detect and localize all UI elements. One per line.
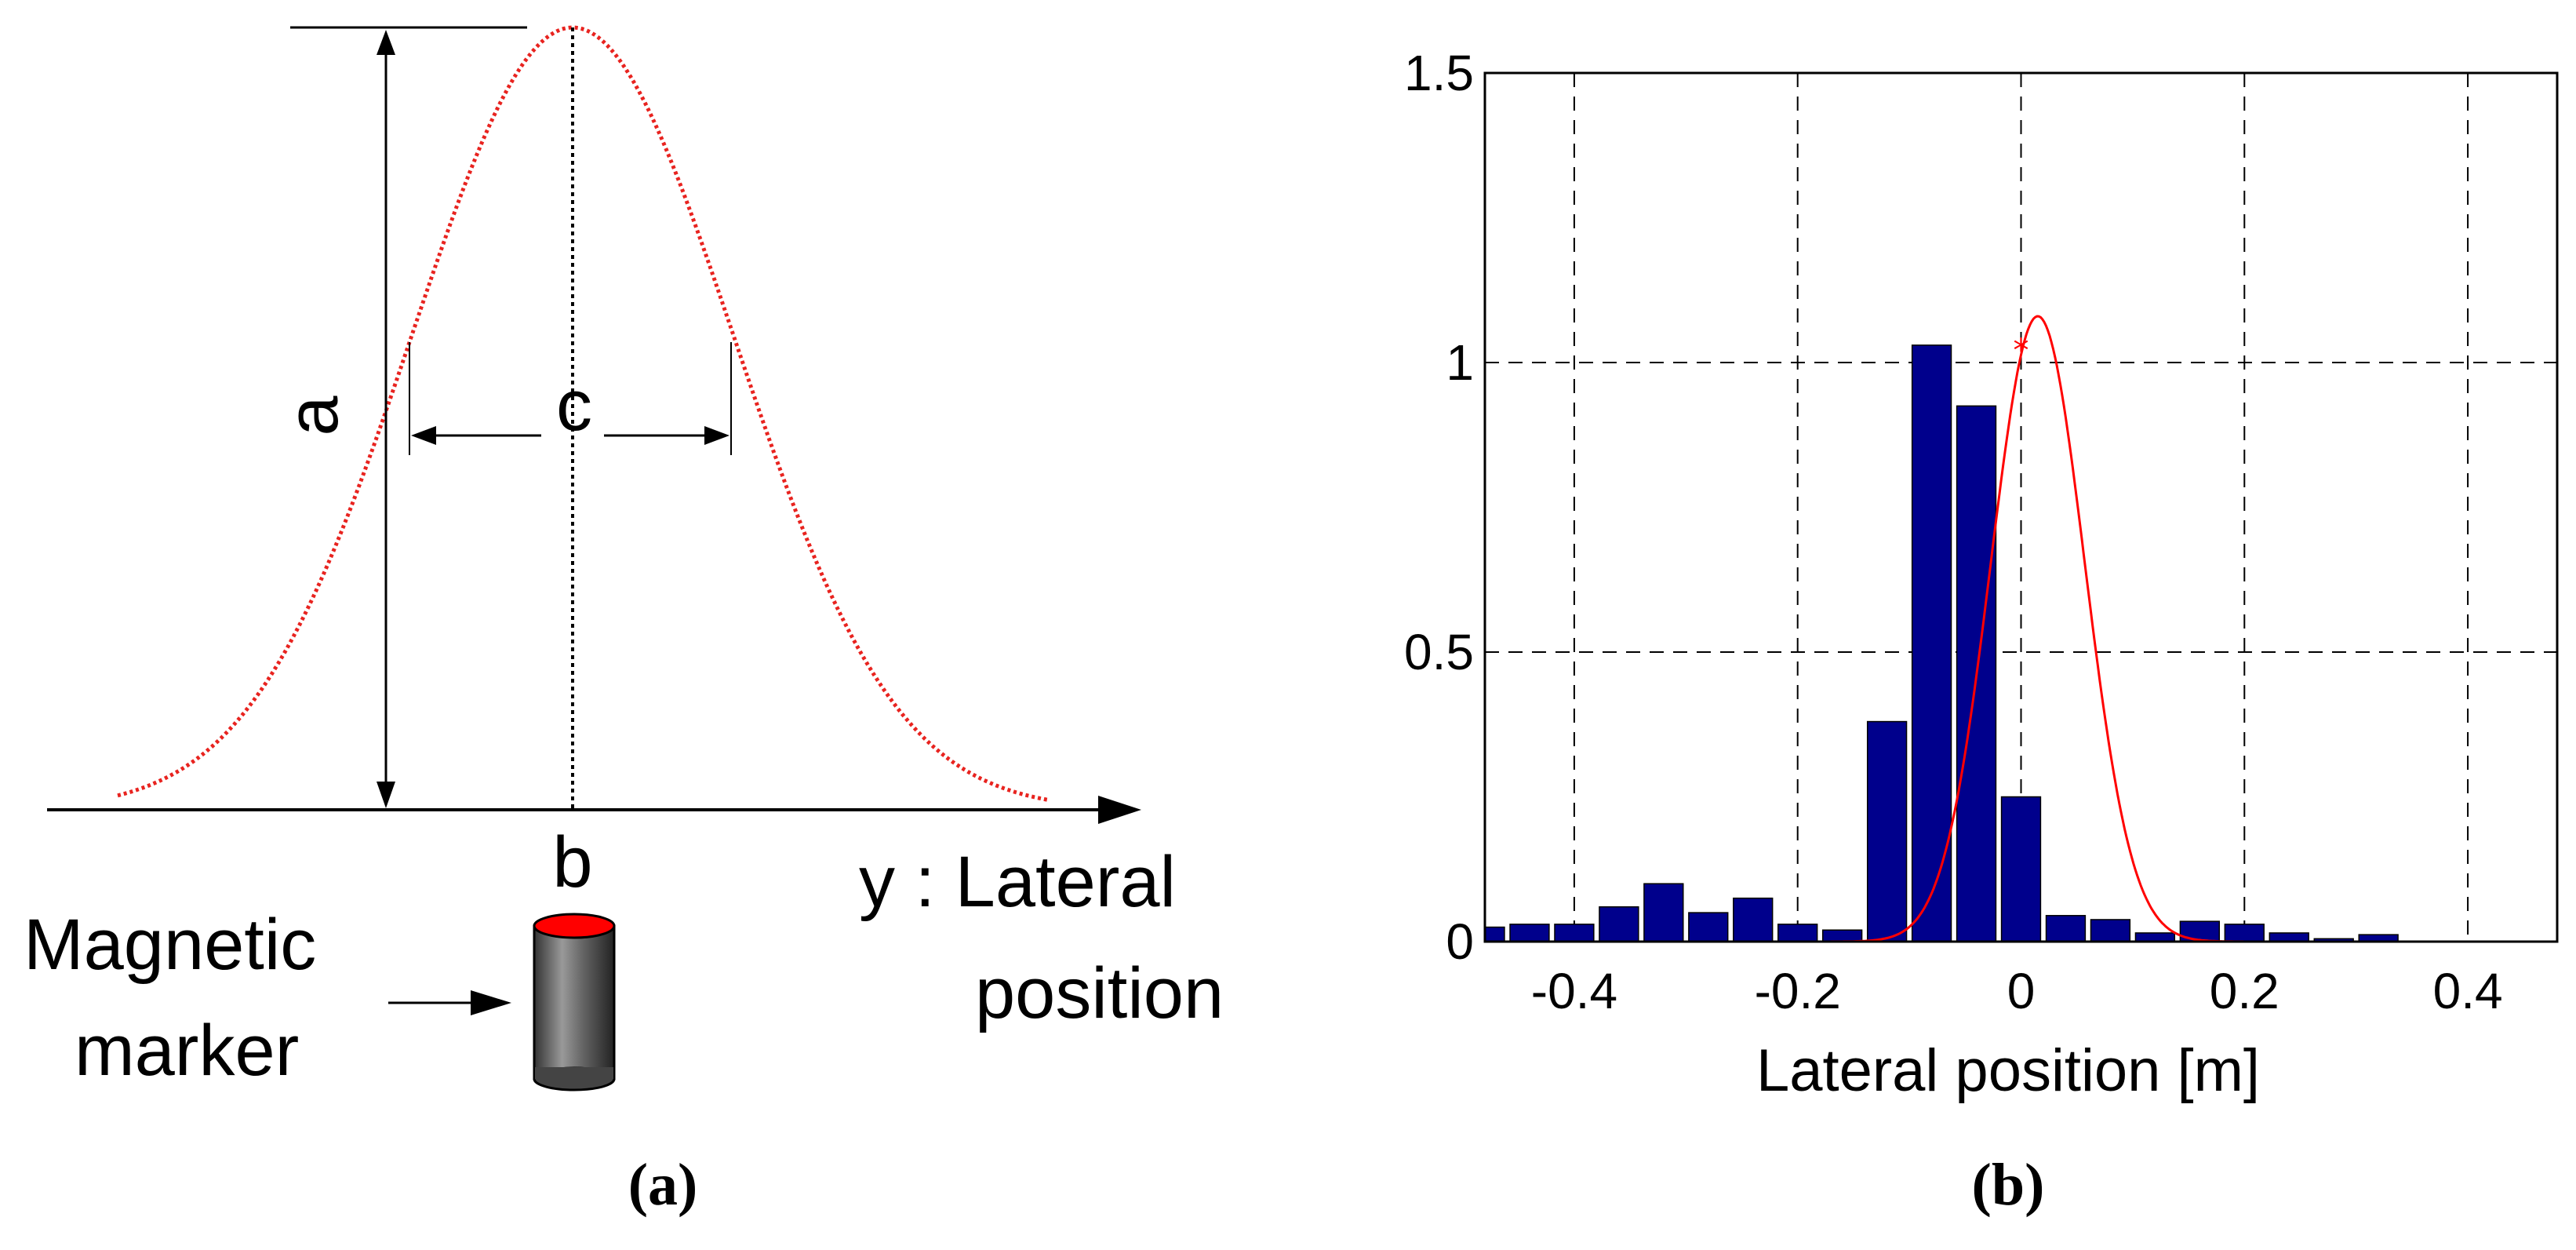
axis-label-line2: position [975, 953, 1224, 1033]
histogram-bar [2045, 915, 2087, 942]
bar-layer [1485, 344, 2399, 942]
x-axis-label: Lateral position [m] [1756, 1037, 2260, 1104]
histogram-bar [2000, 796, 2042, 942]
panel-b-chart: * -0.4 -0.2 0 0.2 0.4 0 0.5 1 1.5 Lateral posit… [1404, 45, 2559, 1218]
y-tick-labels: 0 0.5 1 1.5 [1404, 45, 1474, 970]
center-label: b [552, 822, 592, 902]
y-tick-label: 1.5 [1404, 45, 1474, 101]
y-tick-label: 0.5 [1404, 624, 1474, 680]
histogram-bar [2358, 934, 2399, 942]
amplitude-label: a [273, 395, 353, 436]
histogram-bar [1866, 720, 1908, 942]
width-arrow-left-head [411, 426, 436, 445]
marker-label-line2: marker [75, 1011, 299, 1091]
histogram-bar [1777, 924, 1818, 942]
x-tick-label: 0.2 [2210, 963, 2279, 1019]
x-tick-label: -0.4 [1531, 963, 1617, 1019]
x-tick-label: 0.4 [2433, 963, 2503, 1019]
panel-b-caption: (b) [1972, 1152, 2045, 1218]
width-arrow-right-head [704, 426, 730, 445]
histogram-bar [1599, 906, 1639, 942]
peak-marker: * [2014, 333, 2029, 369]
histogram-bar [2134, 932, 2176, 942]
histogram-bar [2313, 938, 2354, 942]
marker-label-line1: Magnetic [24, 905, 316, 985]
histogram-bar [2224, 924, 2265, 942]
amplitude-arrow-top [377, 30, 395, 55]
panel-a-caption: (a) [628, 1152, 698, 1218]
histogram-bar [1485, 926, 1505, 942]
histogram-bar [2090, 919, 2131, 942]
x-tick-label: 0 [2007, 963, 2036, 1019]
fit-curve-line [1485, 315, 2557, 942]
histogram-bar [1643, 883, 1684, 942]
lateral-axis-arrowhead [1098, 796, 1141, 824]
x-tick-labels: -0.4 -0.2 0 0.2 0.4 [1531, 963, 2503, 1019]
grid-layer [1485, 73, 2557, 942]
histogram-bar [1733, 897, 1774, 942]
x-tick-label: -0.2 [1755, 963, 1841, 1019]
panel-a: a c b y : Lateral position Magnetic mark… [24, 25, 1224, 1218]
histogram-bar [1688, 912, 1729, 942]
histogram-bar [2269, 932, 2309, 942]
histogram-bar [1821, 929, 1863, 942]
histogram-bar [1509, 924, 1550, 942]
magnetic-marker-icon [533, 913, 616, 1091]
y-tick-label: 0 [1446, 913, 1474, 970]
amplitude-arrow-bottom [377, 782, 395, 808]
histogram-bar [1911, 344, 1952, 942]
marker-pointer-head [471, 990, 511, 1015]
width-label: c [556, 366, 592, 446]
histogram-bar [1554, 924, 1595, 942]
gaussian-curve [117, 25, 1050, 803]
peak-marker-layer: * [2014, 333, 2029, 369]
y-tick-label: 1 [1446, 334, 1474, 391]
plot-frame [1483, 71, 2559, 943]
axis-label-line1: y : Lateral [859, 842, 1176, 922]
